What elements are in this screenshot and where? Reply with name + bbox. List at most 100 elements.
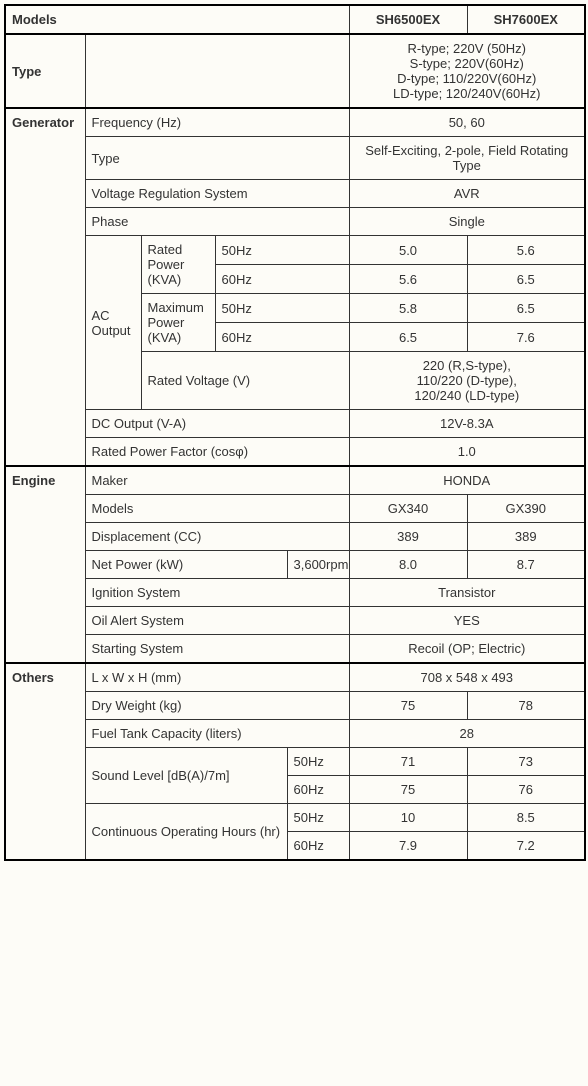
table-row: Net Power (kW) 3,600rpm 8.0 8.7 [5,551,585,579]
others-sound-label: Sound Level [dB(A)/7m] [85,748,287,804]
type-line: S-type; 220V(60Hz) [356,56,579,71]
gen-ratedpower-60-b: 6.5 [467,265,585,294]
table-row: Voltage Regulation System AVR [5,180,585,208]
others-sound-60-label: 60Hz [287,776,349,804]
table-row: Continuous Operating Hours (hr) 50Hz 10 … [5,804,585,832]
others-sound-60-b: 76 [467,776,585,804]
engine-models-b: GX390 [467,495,585,523]
gen-maxpower-50-label: 50Hz [215,294,349,323]
gen-ratedpf-value: 1.0 [349,438,585,467]
others-ophours-60-a: 7.9 [349,832,467,861]
gen-ratedpower-60-a: 5.6 [349,265,467,294]
gen-maxpower-50-b: 6.5 [467,294,585,323]
others-sound-60-a: 75 [349,776,467,804]
others-dimensions-label: L x W x H (mm) [85,663,349,692]
table-row: Sound Level [dB(A)/7m] 50Hz 71 73 [5,748,585,776]
model-b-header: SH7600EX [467,5,585,34]
table-row: Others L x W x H (mm) 708 x 548 x 493 [5,663,585,692]
generator-section-label: Generator [5,108,85,466]
table-row: Ignition System Transistor [5,579,585,607]
engine-ignition-label: Ignition System [85,579,349,607]
type-value: R-type; 220V (50Hz) S-type; 220V(60Hz) D… [349,34,585,108]
others-dryweight-b: 78 [467,692,585,720]
gen-dcoutput-value: 12V-8.3A [349,410,585,438]
table-row: Starting System Recoil (OP; Electric) [5,635,585,664]
engine-netpower-a: 8.0 [349,551,467,579]
models-header: Models [5,5,349,34]
others-ophours-60-label: 60Hz [287,832,349,861]
type-line: R-type; 220V (50Hz) [356,41,579,56]
others-sound-50-b: 73 [467,748,585,776]
type-line: D-type; 110/220V(60Hz) [356,71,579,86]
others-ophours-50-b: 8.5 [467,804,585,832]
engine-displacement-b: 389 [467,523,585,551]
table-row: Type Self-Exciting, 2-pole, Field Rotati… [5,137,585,180]
gen-phase-label: Phase [85,208,349,236]
gen-maxpower-60-b: 7.6 [467,323,585,352]
gen-ratedpower-50-label: 50Hz [215,236,349,265]
gen-type-value: Self-Exciting, 2-pole, Field Rotating Ty… [349,137,585,180]
table-row: Fuel Tank Capacity (liters) 28 [5,720,585,748]
gen-frequency-label: Frequency (Hz) [85,108,349,137]
gen-ratedpower-60-label: 60Hz [215,265,349,294]
engine-displacement-a: 389 [349,523,467,551]
gen-maxpower-50-a: 5.8 [349,294,467,323]
others-fueltank-label: Fuel Tank Capacity (liters) [85,720,349,748]
engine-section-label: Engine [5,466,85,663]
table-row: Oil Alert System YES [5,607,585,635]
others-dryweight-a: 75 [349,692,467,720]
type-line: LD-type; 120/240V(60Hz) [356,86,579,101]
engine-netpower-label: Net Power (kW) [85,551,287,579]
table-row: Generator Frequency (Hz) 50, 60 [5,108,585,137]
others-sound-50-a: 71 [349,748,467,776]
gen-voltagereg-value: AVR [349,180,585,208]
type-label: Type [5,34,85,108]
gen-ratedpower-50-b: 5.6 [467,236,585,265]
others-dryweight-label: Dry Weight (kg) [85,692,349,720]
gen-type-label: Type [85,137,349,180]
others-fueltank-value: 28 [349,720,585,748]
rated-voltage-line: 110/220 (D-type), [356,373,579,388]
table-row: Dry Weight (kg) 75 78 [5,692,585,720]
table-row: Models SH6500EX SH7600EX [5,5,585,34]
gen-acoutput-label: AC Output [85,236,141,410]
gen-frequency-value: 50, 60 [349,108,585,137]
gen-phase-value: Single [349,208,585,236]
spec-table: Models SH6500EX SH7600EX Type R-type; 22… [4,4,586,861]
table-row: Type R-type; 220V (50Hz) S-type; 220V(60… [5,34,585,108]
gen-ratedvoltage-label: Rated Voltage (V) [141,352,349,410]
table-row: Phase Single [5,208,585,236]
gen-dcoutput-label: DC Output (V-A) [85,410,349,438]
table-row: Models GX340 GX390 [5,495,585,523]
engine-starting-value: Recoil (OP; Electric) [349,635,585,664]
others-ophours-label: Continuous Operating Hours (hr) [85,804,287,861]
table-row: DC Output (V-A) 12V-8.3A [5,410,585,438]
others-dimensions-value: 708 x 548 x 493 [349,663,585,692]
engine-maker-value: HONDA [349,466,585,495]
engine-oilalert-value: YES [349,607,585,635]
engine-starting-label: Starting System [85,635,349,664]
engine-maker-label: Maker [85,466,349,495]
others-ophours-60-b: 7.2 [467,832,585,861]
others-section-label: Others [5,663,85,860]
engine-netpower-sub: 3,600rpm [287,551,349,579]
table-row: Rated Power Factor (cosφ) 1.0 [5,438,585,467]
others-ophours-50-label: 50Hz [287,804,349,832]
engine-models-label: Models [85,495,349,523]
model-a-header: SH6500EX [349,5,467,34]
rated-voltage-line: 220 (R,S-type), [356,358,579,373]
gen-voltagereg-label: Voltage Regulation System [85,180,349,208]
gen-ratedpower-50-a: 5.0 [349,236,467,265]
engine-models-a: GX340 [349,495,467,523]
engine-ignition-value: Transistor [349,579,585,607]
gen-maxpower-label: Maximum Power (KVA) [141,294,215,352]
table-row: Displacement (CC) 389 389 [5,523,585,551]
table-row: AC Output Rated Power (KVA) 50Hz 5.0 5.6 [5,236,585,265]
type-blank [85,34,349,108]
gen-maxpower-60-label: 60Hz [215,323,349,352]
others-ophours-50-a: 10 [349,804,467,832]
table-row: Engine Maker HONDA [5,466,585,495]
gen-ratedvoltage-value: 220 (R,S-type), 110/220 (D-type), 120/24… [349,352,585,410]
others-sound-50-label: 50Hz [287,748,349,776]
rated-voltage-line: 120/240 (LD-type) [356,388,579,403]
